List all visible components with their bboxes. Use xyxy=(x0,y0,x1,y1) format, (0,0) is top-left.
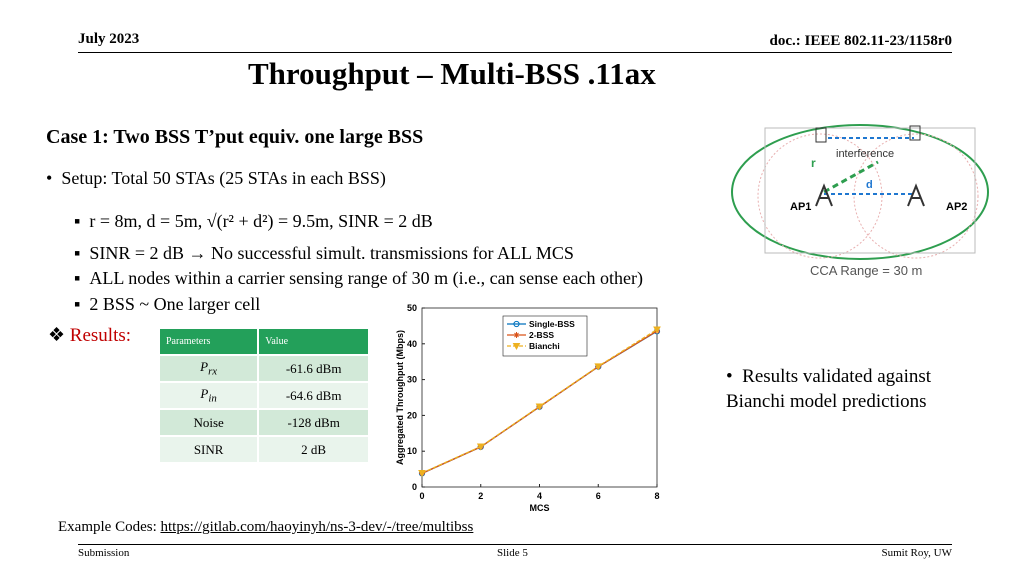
y-tick-label: 40 xyxy=(407,339,417,349)
marker xyxy=(594,363,603,371)
doc-id: doc.: IEEE 802.11-23/1158r0 xyxy=(769,33,952,49)
legend-label: Single-BSS xyxy=(529,319,575,329)
table-cell: SINR xyxy=(157,435,260,464)
x-tick-label: 2 xyxy=(478,491,483,501)
bullet-text: Setup: Total 50 STAs (25 STAs in each BS… xyxy=(61,168,386,188)
note-text: Results validated against Bianchi model … xyxy=(726,366,932,412)
sub-bullet-text: SINR = 2 dB → No successful simult. tran… xyxy=(89,242,574,263)
sub-bullet: ▪ r = 8m, d = 5m, √(r² + d²) = 9.5m, SIN… xyxy=(74,211,433,231)
marker xyxy=(418,470,426,478)
chart: 0 10 20 30 40 50 0 2 4 6 8 MCS Aggregated Throughput… xyxy=(395,303,661,513)
marker xyxy=(476,443,485,451)
sub-bullet-text: ALL nodes within a carrier sensing range… xyxy=(89,268,644,288)
table-cell: -61.6 dBm xyxy=(257,354,370,383)
case-heading: Case 1: Two BSS T’put equiv. one large B… xyxy=(46,126,424,148)
table-cell: -64.6 dBm xyxy=(257,381,370,410)
table-header: Parameters xyxy=(157,327,260,356)
marker xyxy=(513,320,520,328)
sub-bullet: ▪ SINR = 2 dB → No successful simult. tr… xyxy=(74,242,574,263)
date: July 2023 xyxy=(78,31,140,47)
table-cell: Pin xyxy=(157,381,260,410)
table-cell: Prx xyxy=(157,354,260,383)
frame xyxy=(764,127,976,254)
ap1-label: AP1 xyxy=(790,201,811,213)
slide-title: Throughput – Multi-BSS .11ax xyxy=(248,56,656,91)
cca-label: CCA Range = 30 m xyxy=(810,263,922,278)
sub-bullet: ▪ 2 BSS ~ One larger cell xyxy=(74,293,261,314)
results: ❖ Results: xyxy=(48,325,132,346)
y-tick-label: 30 xyxy=(407,375,417,385)
footer-right: Sumit Roy, UW xyxy=(881,547,953,559)
legend-label: Bianchi xyxy=(529,341,560,351)
subscript: rx xyxy=(208,365,218,378)
cca-ellipse xyxy=(731,124,989,260)
sta-icon xyxy=(815,127,827,143)
ap2-label: AP2 xyxy=(946,201,967,213)
sub-bullet-text: r = 8m, d = 5m, √(r² + d²) = 9.5m, SINR … xyxy=(89,211,433,231)
y-tick-label: 0 xyxy=(412,482,417,492)
bullet: • Setup: Total 50 STAs (25 STAs in each … xyxy=(46,168,386,188)
x-tick-label: 0 xyxy=(419,491,424,501)
interference-label: interference xyxy=(836,148,894,160)
r-label: r xyxy=(811,156,816,170)
legend-label: 2-BSS xyxy=(529,330,554,340)
table-cell: 2 dB xyxy=(257,435,370,464)
table-header: Value xyxy=(257,327,370,356)
range-circle xyxy=(757,133,883,259)
sta-icon xyxy=(909,125,921,141)
footer-rule xyxy=(78,544,952,545)
x-axis-label: MCS xyxy=(530,503,550,513)
marker xyxy=(653,326,661,334)
symbol: P xyxy=(200,386,209,402)
param-table: Parameters Value Prx -61.6 dBm Pin -64.6 dB… xyxy=(157,327,370,464)
x-tick-label: 6 xyxy=(596,491,601,501)
sub-bullet: ▪ ALL nodes within a carrier sensing ran… xyxy=(74,268,644,288)
footer-left: Submission xyxy=(78,547,130,559)
y-axis-label: Aggregated Throughput (Mbps) xyxy=(395,330,405,465)
subscript: in xyxy=(208,392,217,405)
ap-icon xyxy=(907,183,925,207)
sub-bullet-text: 2 BSS ~ One larger cell xyxy=(89,293,261,314)
ap-icon xyxy=(815,183,833,207)
x-tick-label: 4 xyxy=(537,491,542,501)
marker xyxy=(535,403,544,411)
note: • Results validated against Bianchi mode… xyxy=(726,366,932,412)
x-tick-label: 8 xyxy=(654,491,659,501)
table-cell: Noise xyxy=(157,408,260,437)
marker xyxy=(513,332,520,338)
results-label: Results: xyxy=(69,325,132,346)
marker xyxy=(512,343,521,351)
diagram: interference r d AP1 AP2 CCA Range = 30 … xyxy=(731,124,989,278)
sub-bullets: ▪ r = 8m, d = 5m, √(r² + d²) = 9.5m, SIN… xyxy=(74,209,643,317)
r-line xyxy=(823,160,879,194)
header-rule xyxy=(78,52,952,53)
y-tick-label: 20 xyxy=(407,410,417,420)
code-label: Example Codes: xyxy=(58,519,157,535)
table-cell: -128 dBm xyxy=(257,408,370,437)
y-tick-label: 10 xyxy=(407,446,417,456)
footer-center: Slide 5 xyxy=(497,547,528,559)
symbol: P xyxy=(200,359,209,375)
range-circle xyxy=(853,133,979,259)
y-tick-label: 50 xyxy=(407,303,417,313)
code-line: Example Codes: https://gitlab.com/haoyin… xyxy=(58,519,473,536)
code-link[interactable]: https://gitlab.com/haoyinyh/ns-3-dev/-/t… xyxy=(160,519,474,535)
d-label: d xyxy=(866,179,873,191)
